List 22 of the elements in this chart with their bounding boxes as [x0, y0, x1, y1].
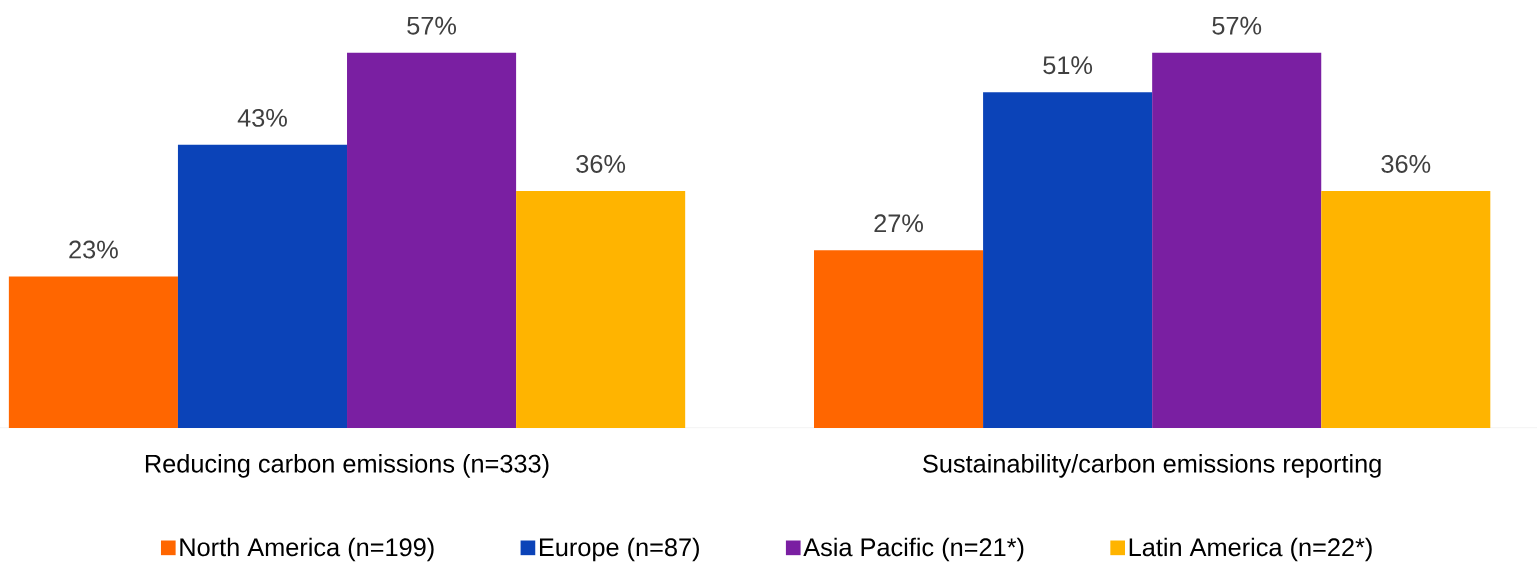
bar	[1152, 52, 1322, 428]
bar	[177, 144, 348, 428]
data-label: 23%	[69, 240, 118, 259]
data-label: 43%	[237, 108, 287, 127]
data-label: 36%	[576, 154, 626, 173]
bar	[347, 52, 517, 428]
data-label: 51%	[1043, 56, 1093, 75]
bar	[814, 250, 984, 428]
bar	[8, 276, 178, 428]
bar	[983, 92, 1153, 428]
legend-label: Latin America (n=22*)	[1129, 537, 1372, 562]
data-label: 27%	[874, 214, 923, 233]
data-label: 57%	[1212, 16, 1262, 35]
legend-label: Europe (n=87)	[539, 537, 699, 562]
data-label: 36%	[1381, 154, 1431, 173]
x-tick-label: Sustainability/carbon emissions reporting	[923, 454, 1381, 478]
bar	[516, 190, 686, 428]
legend-label: Asia Pacific (n=21*)	[803, 537, 1024, 562]
bar	[1321, 190, 1491, 428]
legend-label: North America (n=199)	[180, 537, 434, 562]
data-label: 57%	[407, 16, 456, 35]
x-tick-label: Reducing carbon emissions (n=333)	[145, 454, 549, 478]
